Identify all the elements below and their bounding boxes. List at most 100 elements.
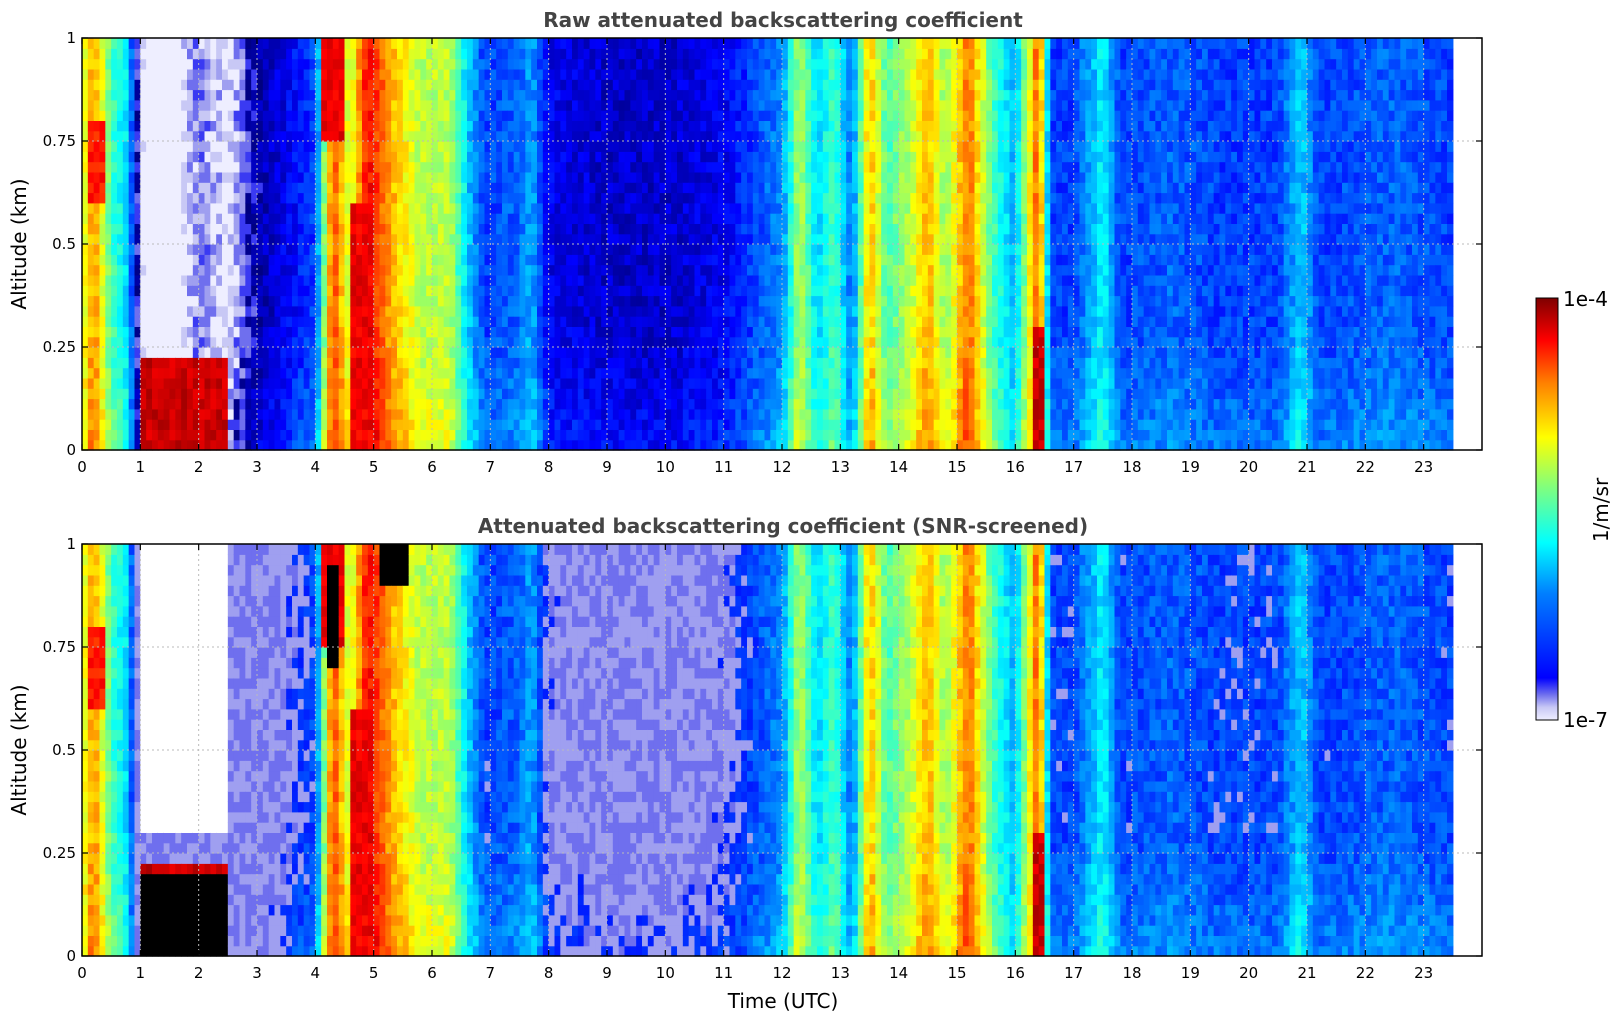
heat-cell: [321, 38, 328, 49]
heat-cell: [618, 429, 626, 441]
heat-cell: [257, 264, 264, 276]
heat-cell: [292, 58, 299, 70]
heat-cell: [723, 48, 731, 60]
heat-cell: [770, 429, 777, 441]
heat-cell: [630, 79, 637, 91]
heat-cell: [344, 99, 351, 111]
heat-cell: [286, 89, 293, 101]
heat-cell: [111, 233, 118, 245]
heat-cell: [117, 295, 124, 307]
heat-cell: [426, 202, 433, 214]
heat-cell: [455, 48, 462, 60]
heat-cell: [157, 316, 165, 327]
heat-cell: [227, 305, 235, 317]
heat-cell: [391, 58, 398, 70]
heat-cell: [251, 141, 258, 152]
heat-cell: [671, 408, 678, 420]
heat-cell: [222, 110, 229, 121]
heat-cell: [542, 68, 550, 80]
heat-cell: [542, 141, 550, 152]
heat-cell: [187, 357, 194, 369]
heat-cell: [303, 419, 311, 430]
heat-cell: [747, 336, 754, 348]
heat-cell: [642, 192, 649, 204]
heat-cell: [99, 213, 106, 224]
heat-cell: [280, 48, 287, 60]
heat-cell: [747, 316, 754, 327]
heat-cell: [735, 305, 742, 317]
heat-cell: [426, 151, 433, 163]
heat-cell: [227, 202, 235, 214]
heat-cell: [111, 151, 118, 163]
heat-cell: [636, 161, 643, 173]
heat-cell: [181, 274, 188, 286]
heat-cell: [292, 38, 299, 49]
heat-cell: [537, 244, 544, 255]
heat-cell: [426, 377, 433, 389]
heat-cell: [122, 171, 130, 183]
heat-cell: [630, 439, 637, 451]
heat-cell: [665, 388, 672, 400]
heat-cell: [782, 285, 789, 297]
heat-cell: [671, 347, 678, 358]
heat-cell: [117, 58, 124, 70]
heat-cell: [397, 120, 404, 132]
heat-cell: [204, 305, 211, 317]
heat-cell: [122, 419, 130, 430]
heat-cell: [595, 213, 602, 224]
heat-cell: [157, 295, 165, 307]
heat-cell: [729, 254, 736, 266]
heat-cell: [653, 233, 661, 245]
heat-cell: [397, 48, 404, 60]
heat-cell: [134, 233, 141, 245]
heat-cell: [350, 223, 357, 235]
heat-cell: [280, 171, 287, 183]
heat-cell: [712, 120, 719, 132]
heat-cell: [245, 316, 252, 327]
heat-cell: [251, 171, 258, 183]
heat-cell: [455, 89, 462, 101]
heat-cell: [624, 120, 631, 132]
heat-cell: [706, 233, 713, 245]
heat-cell: [624, 130, 631, 142]
heat-cell: [268, 274, 276, 286]
heat-cell: [157, 336, 165, 348]
heat-cell: [245, 357, 252, 369]
heat-cell: [268, 120, 276, 132]
heat-cell: [577, 316, 585, 327]
heat-cell: [420, 38, 427, 49]
heat-cell: [513, 377, 521, 389]
heat-cell: [782, 244, 789, 255]
heat-cell: [577, 161, 585, 173]
heat-cell: [776, 48, 783, 60]
heat-cell: [595, 89, 602, 101]
heat-cell: [163, 439, 171, 451]
heat-cell: [572, 274, 579, 286]
heat-cell: [624, 398, 631, 410]
heat-cell: [531, 388, 538, 400]
heat-cell: [630, 377, 637, 389]
heat-cell: [315, 347, 322, 358]
heat-cell: [496, 295, 503, 307]
heat-cell: [82, 316, 89, 327]
heat-cell: [327, 58, 334, 70]
heat-cell: [706, 192, 713, 204]
heat-cell: [601, 141, 608, 152]
heat-cell: [496, 223, 503, 235]
heat-cell: [577, 192, 585, 204]
heat-cell: [502, 38, 509, 49]
heat-cell: [583, 182, 591, 194]
heat-cell: [268, 285, 276, 297]
heat-cell: [280, 79, 287, 91]
heat-cell: [367, 264, 375, 276]
heat-cell: [490, 388, 497, 400]
heat-cell: [443, 357, 451, 369]
heat-cell: [344, 182, 351, 194]
heat-cell: [233, 357, 241, 369]
heat-cell: [187, 130, 194, 142]
heat-cell: [700, 223, 707, 235]
heat-cell: [169, 336, 176, 348]
heat-cell: [362, 419, 369, 430]
heat-cell: [723, 305, 731, 317]
heat-cell: [268, 38, 276, 49]
